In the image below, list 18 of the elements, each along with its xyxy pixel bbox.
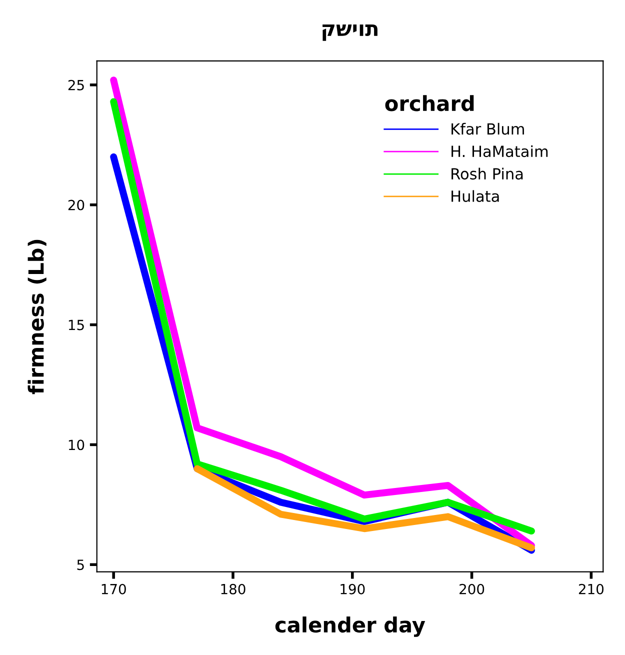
y-tick-label: 15 (68, 320, 84, 330)
y-tick-label: 5 (77, 560, 84, 570)
y-tick-label: 25 (68, 80, 84, 90)
x-axis-title: calender day (275, 616, 426, 637)
y-tick-label: 10 (68, 440, 84, 450)
x-tick-label: 170 (102, 584, 126, 594)
x-tick-label: 200 (460, 584, 484, 594)
x-tick-label: 210 (578, 584, 604, 594)
legend-label: Rosh Pina (452, 168, 523, 180)
legend-title: orchard (385, 95, 474, 112)
y-axis-title: firmness (Lb) (28, 240, 46, 394)
x-tick-label: 180 (221, 584, 246, 594)
legend-label: Hulata (452, 190, 499, 202)
y-tick-label: 20 (68, 200, 84, 210)
x-tick-label: 190 (340, 584, 365, 594)
chart-title: קשיות (322, 24, 378, 41)
legend-label: H. HaMataim (452, 145, 548, 158)
legend-label: Kfar Blum (452, 122, 524, 135)
